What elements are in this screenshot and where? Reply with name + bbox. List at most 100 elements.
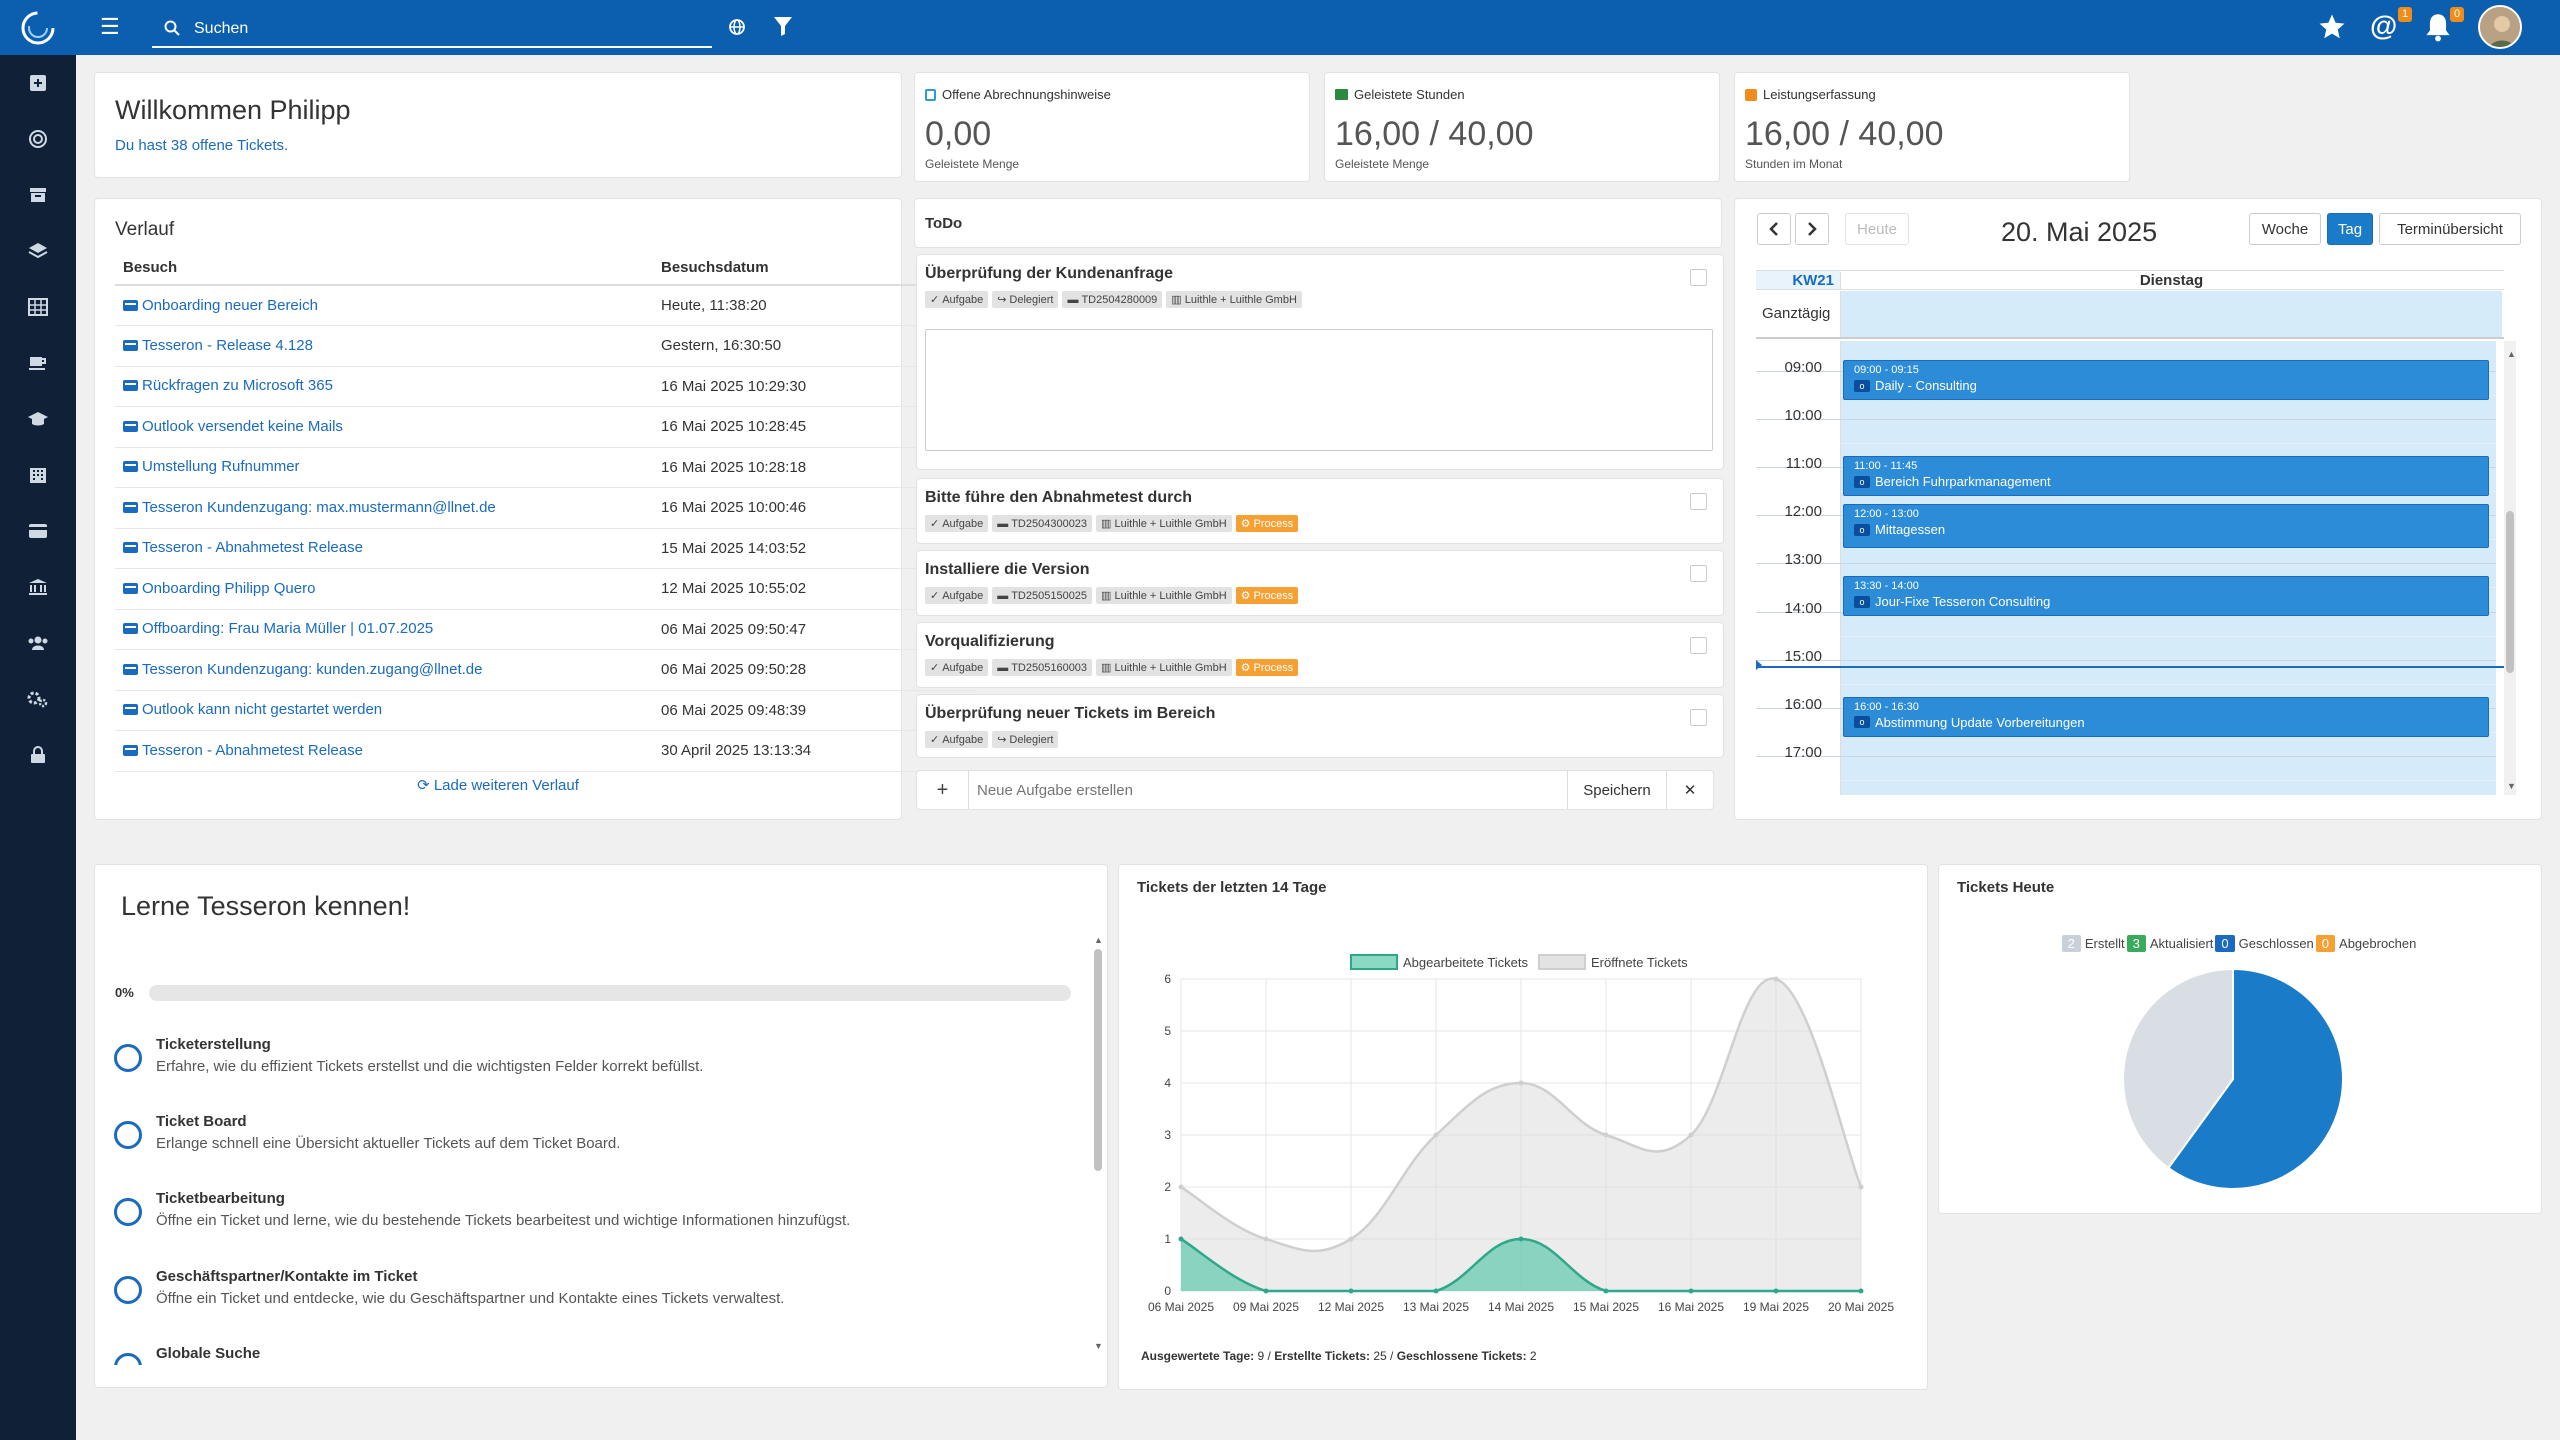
clear-task-button[interactable]: ✕ (1683, 782, 1697, 799)
calendar-event[interactable]: 12:00 - 13:00 o Mittagessen (1843, 504, 2489, 549)
ticket-link[interactable]: Tesseron Kundenzugang: kunden.zugang@lln… (123, 661, 482, 678)
table-row[interactable]: Umstellung Rufnummer 16 Mai 2025 10:28:18 (115, 447, 977, 488)
ticket-link[interactable]: Umstellung Rufnummer (123, 458, 300, 475)
cogs-icon[interactable] (27, 688, 49, 710)
learn-item[interactable]: Ticketerstellung Erfahre, wie du effizien… (114, 1036, 1074, 1086)
ticket-link[interactable]: Onboarding neuer Bereich (123, 297, 318, 314)
ticket-link[interactable]: Onboarding Philipp Quero (123, 580, 315, 597)
table-row[interactable]: Tesseron Kundenzugang: kunden.zugang@lln… (115, 649, 977, 691)
learn-item[interactable]: Globale Suche (114, 1345, 1074, 1365)
new-task-input[interactable] (977, 779, 1477, 801)
ticket-link[interactable]: Tesseron Kundenzugang: max.mustermann@ll… (123, 499, 496, 516)
todo-item[interactable]: Vorqualifizierung ✓ Aufgabe ▬ TD2505160003 ▥ L… (916, 622, 1724, 688)
todo-checkbox[interactable] (1690, 637, 1707, 654)
mention-icon[interactable]: @ (2370, 10, 2398, 41)
app-logo[interactable] (18, 8, 58, 48)
search-bar[interactable] (152, 10, 712, 48)
plus-square-icon[interactable] (27, 72, 49, 94)
today-button[interactable]: Heute (1845, 213, 1909, 245)
todo-item[interactable]: Überprüfung der Kundenanfrage ✓ Aufgabe ↪ De… (916, 254, 1724, 470)
calendar-scrollbar[interactable]: ▲ ▼ (2504, 341, 2516, 795)
scroll-up-arrow-icon[interactable]: ▲ (1094, 935, 1103, 945)
scroll-thumb[interactable] (1094, 949, 1102, 1171)
view-overview-button[interactable]: Terminübersicht (2379, 213, 2521, 245)
scroll-down-arrow-icon[interactable]: ▼ (1094, 1341, 1103, 1351)
scroll-down-arrow-icon[interactable]: ▼ (2507, 781, 2516, 791)
coffee-icon[interactable] (27, 352, 49, 374)
pie-slice[interactable] (2123, 969, 2234, 1170)
calendar-prev-button[interactable] (1757, 213, 1791, 245)
learn-status-circle-icon[interactable] (114, 1044, 142, 1072)
table-row[interactable]: Outlook versendet keine Mails 16 Mai 2025… (115, 406, 977, 448)
calendar-next-button[interactable] (1795, 213, 1829, 245)
scroll-up-arrow-icon[interactable]: ▲ (2507, 349, 2516, 359)
pie-legend-item[interactable]: 0 Abgebrochen (2315, 935, 2416, 952)
pie-slice[interactable] (2166, 969, 2344, 1190)
table-row[interactable]: Onboarding Philipp Quero 12 Mai 2025 10:5… (115, 568, 977, 610)
calendar-event[interactable]: 16:00 - 16:30 o Abstimmung Update Vorberei… (1843, 696, 2489, 737)
learn-item[interactable]: Geschäftspartner/Kontakte im Ticket Öffne… (114, 1268, 1074, 1318)
todo-checkbox[interactable] (1690, 565, 1707, 582)
save-task-button[interactable]: Speichern (1567, 771, 1667, 809)
table-row[interactable]: Tesseron - Abnahmetest Release 30 April 2… (115, 730, 977, 772)
learn-scrollbar[interactable]: ▲ ▼ (1093, 935, 1103, 1355)
week-number[interactable]: KW21 (1792, 272, 1834, 289)
todo-checkbox[interactable] (1690, 269, 1707, 286)
learn-item[interactable]: Ticket Board Erlange schnell eine Übersic… (114, 1113, 1074, 1163)
learn-status-circle-icon[interactable] (114, 1276, 142, 1304)
add-task-button[interactable]: + (917, 771, 969, 809)
open-tickets-link[interactable]: Du hast 38 offene Tickets. (115, 137, 289, 154)
todo-item[interactable]: Installiere die Version ✓ Aufgabe ▬ TD250515… (916, 550, 1724, 616)
kpi-card-hours[interactable]: Geleistete Stunden 16,00 / 40,00 Geleist… (1324, 72, 1720, 182)
ticket-link[interactable]: Tesseron - Abnahmetest Release (123, 539, 363, 556)
kpi-card-service[interactable]: Leistungserfassung 16,00 / 40,00 Stunden… (1734, 72, 2130, 182)
ticket-link[interactable]: Tesseron - Abnahmetest Release (123, 742, 363, 759)
table-icon[interactable] (27, 296, 49, 318)
bell-icon[interactable] (2424, 12, 2452, 42)
learn-status-circle-icon[interactable] (114, 1353, 142, 1365)
learn-item[interactable]: Ticketbearbeitung Öffne ein Ticket und le… (114, 1190, 1074, 1240)
view-day-button[interactable]: Tag (2327, 213, 2373, 245)
archive-icon[interactable] (27, 184, 49, 206)
todo-item[interactable]: Überprüfung neuer Tickets im Bereich ✓ Auf… (916, 694, 1724, 758)
credit-card-icon[interactable] (27, 520, 49, 542)
todo-checkbox[interactable] (1690, 709, 1707, 726)
calendar-event[interactable]: 13:30 - 14:00 o Jour-Fixe Tesseron Consult… (1843, 576, 2489, 617)
view-week-button[interactable]: Woche (2249, 213, 2321, 245)
calendar-event[interactable]: 11:00 - 11:45 o Bereich Fuhrparkmanagement (1843, 456, 2489, 497)
learn-status-circle-icon[interactable] (114, 1121, 142, 1149)
learn-status-circle-icon[interactable] (114, 1198, 142, 1226)
pie-legend-item[interactable]: 2 Erstellt (2061, 935, 2125, 952)
target-icon[interactable] (27, 128, 49, 150)
ticket-link[interactable]: Outlook kann nicht gestartet werden (123, 701, 382, 718)
ticket-link[interactable]: Rückfragen zu Microsoft 365 (123, 377, 333, 394)
table-row[interactable]: Rückfragen zu Microsoft 365 16 Mai 2025 1… (115, 366, 977, 407)
filter-icon[interactable] (771, 14, 795, 38)
table-row[interactable]: Outlook kann nicht gestartet werden 06 Ma… (115, 690, 977, 731)
globe-icon[interactable] (727, 17, 747, 37)
todo-note-textarea[interactable] (925, 329, 1713, 451)
menu-icon[interactable]: ☰ (100, 14, 120, 39)
pie-legend-item[interactable]: 3 Aktualisiert (2126, 935, 2213, 952)
table-row[interactable]: Tesseron Kundenzugang: max.mustermann@ll… (115, 487, 977, 529)
load-more-link[interactable]: ⟳ Lade weiteren Verlauf (95, 776, 901, 794)
layers-icon[interactable] (27, 240, 49, 262)
star-icon[interactable] (2317, 12, 2347, 42)
pie-legend-item[interactable]: 0 Geschlossen (2215, 935, 2314, 952)
bank-icon[interactable] (27, 576, 49, 598)
lock-icon[interactable] (27, 744, 49, 766)
table-row[interactable]: Tesseron - Abnahmetest Release 15 Mai 202… (115, 528, 977, 569)
graduation-cap-icon[interactable] (27, 408, 49, 430)
calendar-event[interactable]: 09:00 - 09:15 o Daily - Consulting (1843, 360, 2489, 400)
scroll-thumb[interactable] (2506, 511, 2514, 673)
table-row[interactable]: Offboarding: Frau Maria Müller | 01.07.2… (115, 609, 977, 650)
search-input[interactable] (194, 16, 694, 42)
todo-checkbox[interactable] (1690, 493, 1707, 510)
table-row[interactable]: Onboarding neuer Bereich Heute, 11:38:20 (115, 285, 977, 326)
table-row[interactable]: Tesseron - Release 4.128 Gestern, 16:30:5… (115, 325, 977, 367)
building-icon[interactable] (27, 464, 49, 486)
todo-item[interactable]: Bitte führe den Abnahmetest durch ✓ Aufgab… (916, 478, 1724, 544)
ticket-link[interactable]: Outlook versendet keine Mails (123, 418, 343, 435)
kpi-card-billing[interactable]: Offene Abrechnungshinweise 0,00 Geleiste… (914, 72, 1310, 182)
users-icon[interactable] (27, 632, 49, 654)
